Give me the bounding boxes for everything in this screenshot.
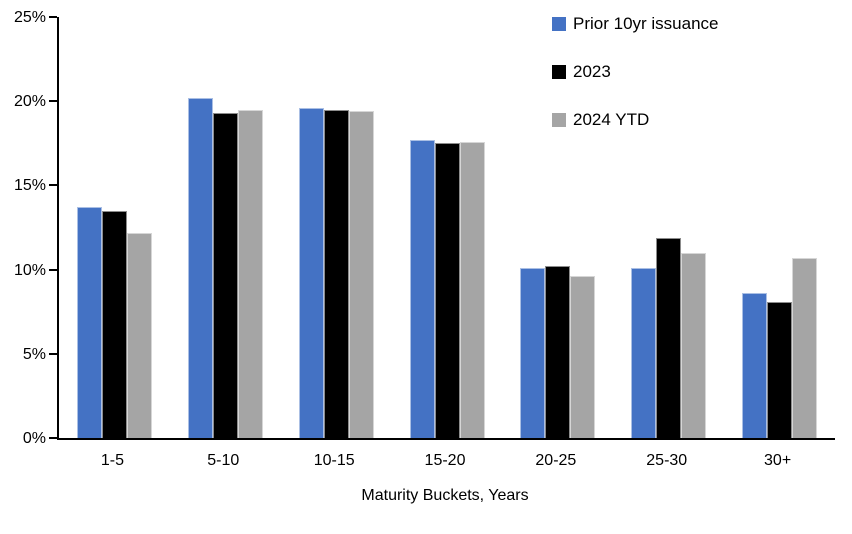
legend-swatch-icon (552, 65, 566, 79)
bar-2024-ytd-30+ (792, 257, 818, 438)
plot-area (57, 17, 835, 440)
y-tick-mark (49, 268, 57, 271)
bar-group-15-20 (392, 17, 503, 438)
y-tick-label-0: 0% (22, 430, 46, 447)
legend-label: Prior 10yr issuance (573, 14, 719, 33)
bar-prior-10yr-issuance-15-20 (409, 139, 435, 438)
bar-group-25-30 (613, 17, 724, 438)
bar-group-5-10 (170, 17, 281, 438)
y-tick-label-15: 15% (13, 177, 46, 195)
x-tick-label-15-20: 15-20 (424, 452, 466, 469)
legend: Prior 10yr issuance 2023 2024 YTD (552, 14, 719, 158)
bar-2024-ytd-1-5 (126, 232, 152, 438)
legend-label: 2024 YTD (573, 110, 650, 129)
bar-2023-10-15 (323, 109, 349, 438)
bar-2023-30+ (767, 301, 793, 438)
bar-prior-10yr-issuance-10-15 (298, 107, 324, 438)
bar-prior-10yr-issuance-5-10 (187, 97, 213, 438)
y-tick-label-5: 5% (22, 345, 46, 363)
legend-swatch-icon (552, 17, 566, 31)
legend-label: 2023 (573, 62, 611, 81)
bar-group-30+ (724, 17, 835, 438)
legend-swatch-icon (552, 113, 566, 127)
y-tick-mark (49, 437, 57, 439)
y-tick-mark (49, 352, 57, 355)
bar-prior-10yr-issuance-25-30 (631, 267, 657, 438)
x-tick-label-30+: 30+ (764, 452, 792, 469)
x-tick-label-25-30: 25-30 (646, 452, 688, 469)
bar-prior-10yr-issuance-1-5 (76, 207, 102, 438)
bar-2024-ytd-15-20 (459, 141, 485, 438)
y-tick-label-10: 10% (13, 261, 46, 279)
bar-2023-5-10 (212, 113, 238, 438)
bar-2023-20-25 (545, 266, 571, 438)
y-tick-mark (49, 100, 57, 103)
bar-2023-15-20 (434, 143, 460, 438)
x-axis-labels: 1-5 5-10 10-15 15-20 20-25 25-30 30+ (57, 452, 833, 470)
y-tick-label-25: 25% (13, 9, 46, 26)
bar-2023-1-5 (101, 210, 127, 438)
bar-2024-ytd-20-25 (570, 276, 596, 438)
legend-item-prior-10yr-issuance: Prior 10yr issuance (552, 14, 719, 34)
bar-prior-10yr-issuance-20-25 (520, 267, 546, 438)
x-tick-label-20-25: 20-25 (535, 452, 577, 469)
y-tick-label-20: 20% (13, 93, 46, 111)
bar-2024-ytd-5-10 (237, 109, 263, 438)
x-tick-label-1-5: 1-5 (100, 452, 124, 469)
y-tick-mark (49, 184, 57, 187)
x-tick-label-5-10: 5-10 (207, 452, 240, 469)
x-axis-title: Maturity Buckets, Years (361, 487, 529, 504)
bar-group-1-5 (59, 17, 170, 438)
bar-group-20-25 (502, 17, 613, 438)
y-tick-mark (49, 16, 57, 18)
bar-group-10-15 (281, 17, 392, 438)
bar-2023-25-30 (656, 237, 682, 438)
legend-item-2023: 2023 (552, 62, 719, 82)
x-tick-label-10-15: 10-15 (313, 452, 355, 469)
legend-item-2024-ytd: 2024 YTD (552, 110, 719, 130)
bar-2024-ytd-25-30 (681, 252, 707, 438)
bar-2024-ytd-10-15 (348, 111, 374, 438)
bar-prior-10yr-issuance-30+ (742, 293, 768, 438)
